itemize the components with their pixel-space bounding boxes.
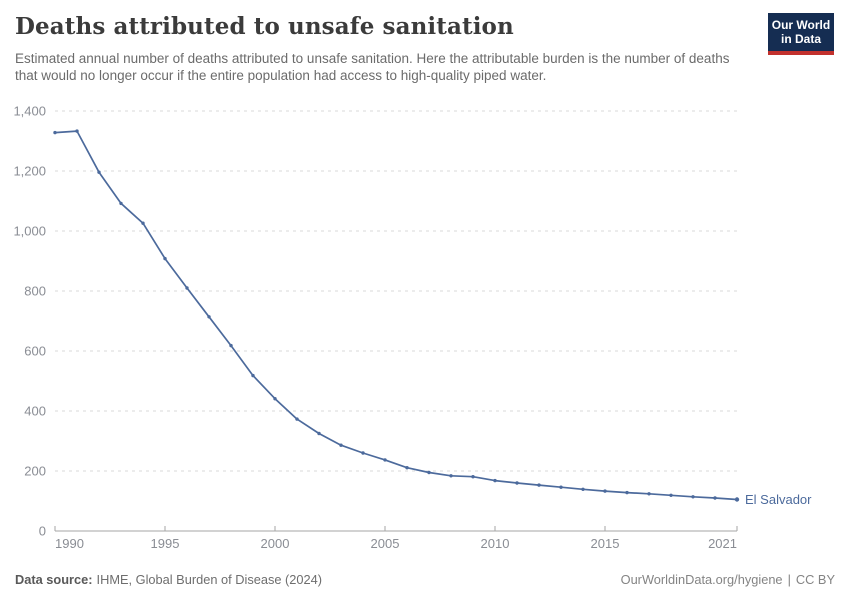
data-point: [119, 201, 123, 206]
x-tick-label: 2005: [371, 536, 400, 551]
data-point: [163, 256, 167, 261]
data-point: [427, 470, 431, 475]
data-point: [317, 431, 321, 436]
data-point: [251, 373, 255, 378]
data-point: [647, 492, 651, 496]
data-point: [383, 458, 387, 462]
owid-logo-line2: in Data: [780, 32, 821, 47]
data-point: [713, 496, 717, 500]
data-point: [405, 466, 409, 470]
data-point: [273, 397, 277, 401]
y-tick-label: 800: [24, 284, 46, 299]
x-tick-label: 1990: [55, 536, 84, 551]
attribution-separator: |: [787, 572, 791, 587]
y-tick-label: 0: [39, 524, 46, 539]
x-tick-label: 2000: [261, 536, 290, 551]
chart-header: Deaths attributed to unsafe sanitation E…: [15, 13, 835, 85]
data-source: Data source: IHME, Global Burden of Disea…: [15, 572, 322, 587]
chart-subtitle: Estimated annual number of deaths attrib…: [15, 50, 730, 84]
license-label: CC BY: [795, 572, 835, 587]
data-point: [449, 474, 453, 478]
data-point: [734, 497, 740, 502]
y-tick-label: 1,400: [13, 104, 46, 119]
owid-url-link[interactable]: OurWorldinData.org/hygiene: [620, 572, 783, 587]
data-source-label: Data source:: [15, 572, 93, 587]
x-tick-label: 2015: [591, 536, 620, 551]
data-point: [141, 221, 145, 225]
data-point: [515, 481, 519, 485]
data-point: [339, 443, 343, 447]
y-tick-label: 1,000: [13, 224, 46, 239]
y-tick-label: 1,200: [13, 164, 46, 179]
data-point: [97, 170, 101, 174]
data-point: [581, 487, 585, 491]
y-tick-label: 400: [24, 404, 46, 419]
owid-logo-line1: Our World: [771, 18, 831, 32]
y-tick-label: 600: [24, 344, 46, 359]
entity-label: El Salvador: [745, 492, 812, 507]
x-tick-label: 1995: [151, 536, 180, 551]
attribution: OurWorldinData.org/hygiene | CC BY: [621, 572, 835, 587]
data-point: [691, 495, 695, 499]
trend-line: [54, 130, 738, 501]
data-point: [361, 451, 365, 455]
data-point: [559, 485, 563, 489]
data-point: [493, 478, 497, 483]
page-title: Deaths attributed to unsafe sanitation: [15, 13, 514, 40]
data-point: [603, 489, 607, 493]
data-point: [669, 493, 673, 497]
data-point: [229, 343, 233, 348]
data-point: [295, 417, 299, 421]
data-point: [53, 130, 57, 135]
data-point: [185, 286, 189, 290]
data-source-value: IHME, Global Burden of Disease (2024): [96, 572, 323, 587]
chart-footer: Data source: IHME, Global Burden of Disea…: [15, 572, 835, 587]
x-tick-label: 2010: [481, 536, 510, 551]
data-point: [207, 315, 211, 319]
data-point: [75, 129, 79, 133]
owid-logo[interactable]: Our World in Data: [768, 13, 834, 55]
data-point: [537, 483, 541, 487]
data-point: [471, 475, 475, 479]
data-point: [625, 490, 629, 495]
y-tick-label: 200: [24, 464, 46, 479]
x-tick-label: 2021: [708, 536, 737, 551]
